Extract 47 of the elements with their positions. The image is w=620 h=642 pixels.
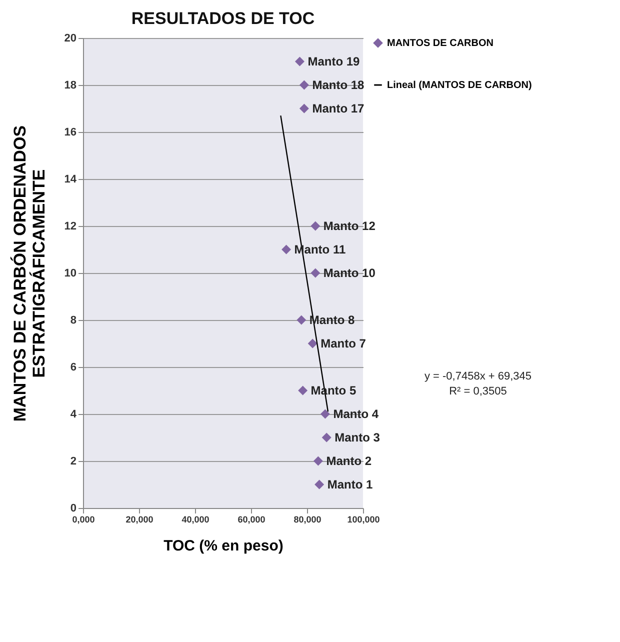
point bbox=[308, 338, 318, 348]
x-tick-label: 100,000 bbox=[347, 514, 380, 524]
annotation: Manto 7 bbox=[320, 336, 366, 350]
annotation: Manto 10 bbox=[323, 266, 376, 280]
y-tick-label: 20 bbox=[64, 32, 76, 44]
point bbox=[296, 315, 306, 325]
annotation: Manto 4 bbox=[333, 407, 379, 421]
x-tick-label: 80,000 bbox=[294, 514, 322, 524]
y-tick-label: 0 bbox=[70, 502, 76, 514]
y-tick-label: 18 bbox=[64, 80, 76, 92]
x-tick-label: 20,000 bbox=[126, 514, 154, 524]
annotation: Manto 17 bbox=[312, 102, 365, 116]
annotation: Manto 18 bbox=[312, 78, 365, 92]
point bbox=[320, 409, 330, 419]
point bbox=[310, 221, 320, 231]
y-tick-label: 12 bbox=[64, 220, 76, 232]
y-tick-label: 14 bbox=[64, 174, 78, 186]
point bbox=[294, 56, 304, 66]
point bbox=[299, 104, 309, 114]
point bbox=[314, 480, 324, 490]
annotation: Manto 12 bbox=[323, 219, 376, 233]
chart-title: RESULTADOS DE TOC bbox=[131, 9, 315, 28]
legend-label: MANTOS DE CARBON bbox=[387, 38, 494, 49]
x-tick-label: 60,000 bbox=[238, 514, 266, 524]
y-tick-label: 2 bbox=[70, 456, 76, 468]
point bbox=[310, 268, 320, 278]
text: R² = 0,3505 bbox=[449, 385, 507, 398]
x-axis-title: TOC (% en peso) bbox=[164, 538, 284, 554]
annotation: Manto 1 bbox=[327, 478, 373, 492]
point bbox=[298, 386, 308, 396]
text: y = -0,7458x + 69,345 bbox=[424, 370, 532, 382]
annotation: Manto 19 bbox=[308, 54, 360, 68]
annotation: Manto 3 bbox=[334, 430, 380, 444]
point bbox=[299, 80, 309, 90]
y-axis-title: MANTOS DE CARBÓN ORDENADOS ESTRATIGRÁFICAMENTE bbox=[9, 125, 48, 422]
point bbox=[313, 456, 323, 466]
x-tick-label: 0,000 bbox=[72, 514, 95, 524]
y-tick-label: 4 bbox=[70, 408, 78, 420]
y-tick-label: 6 bbox=[70, 362, 76, 374]
y-tick-label: 8 bbox=[70, 314, 76, 326]
y-tick-label: 10 bbox=[64, 268, 76, 280]
annotation: Manto 2 bbox=[326, 454, 372, 468]
y-tick-label: 16 bbox=[64, 126, 76, 138]
legend-label: Lineal (MANTOS DE CARBON) bbox=[387, 80, 532, 91]
point bbox=[322, 432, 332, 442]
point bbox=[282, 244, 292, 254]
x-tick-label: 40,000 bbox=[182, 514, 210, 524]
